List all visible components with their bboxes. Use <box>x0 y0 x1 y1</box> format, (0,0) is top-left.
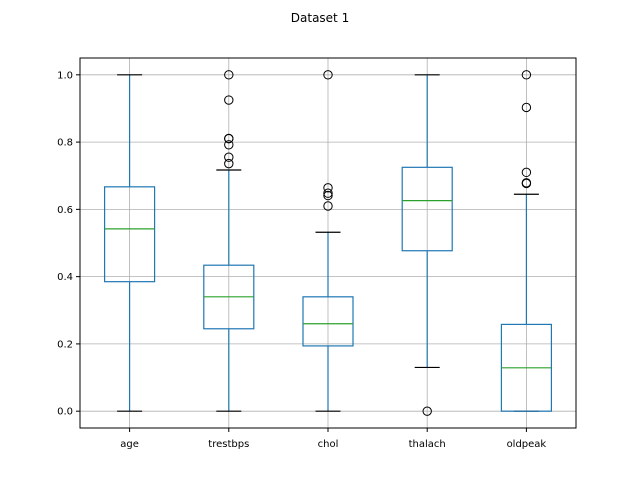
x-tick-label-chol: chol <box>318 439 339 450</box>
y-tick-label: 0.2 <box>57 339 73 350</box>
y-tick-label: 0.6 <box>57 205 73 216</box>
outlier-point <box>323 70 333 80</box>
y-tick-label: 0.8 <box>57 138 73 149</box>
box-trestbps <box>203 70 255 412</box>
outlier-point <box>224 133 234 144</box>
plot-frame <box>79 57 577 429</box>
iqr-box <box>401 166 453 252</box>
chart-title: Dataset 1 <box>291 11 349 25</box>
axes: 0.0 0.2 0.4 0.6 0.8 1.0 age trestbps chol thalach… <box>57 70 546 450</box>
y-tick-label: 0.0 <box>57 407 73 418</box>
outlier-point <box>224 158 234 169</box>
box-oldpeak <box>500 70 552 412</box>
x-tick-label-trestbps: trestbps <box>208 439 249 450</box>
iqr-box <box>103 186 156 283</box>
outlier-point <box>521 178 532 188</box>
iqr-box <box>302 296 354 347</box>
outlier-point <box>521 102 532 113</box>
box-chol <box>302 70 354 412</box>
x-tick-label-oldpeak: oldpeak <box>507 439 547 450</box>
box-age <box>103 74 156 412</box>
outlier-point <box>323 188 333 198</box>
outlier-point <box>323 183 333 193</box>
y-tick-label: 0.4 <box>57 272 73 283</box>
outlier-point <box>224 70 234 80</box>
outlier-point <box>422 406 432 416</box>
outlier-point <box>224 95 234 105</box>
box-series <box>103 70 552 416</box>
y-tick-label: 1.0 <box>57 70 73 81</box>
outlier-point <box>323 190 333 201</box>
x-tick-label-thalach: thalach <box>409 439 446 450</box>
x-tick-label-age: age <box>120 439 139 450</box>
outlier-point <box>224 152 234 162</box>
box-thalach <box>401 74 453 416</box>
outlier-point <box>521 167 532 178</box>
outlier-point <box>224 140 234 150</box>
outlier-point <box>521 70 532 80</box>
outlier-point <box>323 201 333 211</box>
